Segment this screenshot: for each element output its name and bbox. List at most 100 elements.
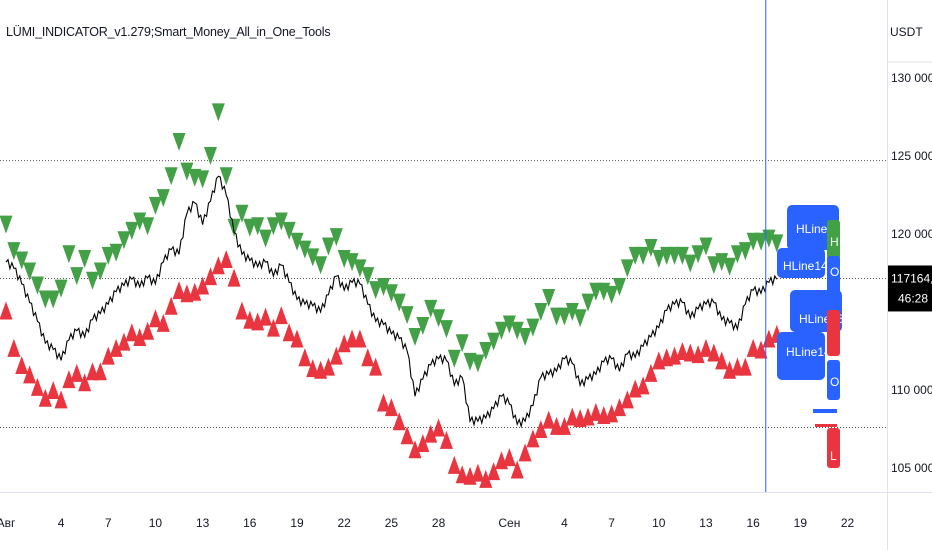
up-triangle-mark [196,276,210,295]
down-triangle-mark [164,167,178,186]
up-triangle-mark [518,443,532,462]
hline-box[interactable] [787,205,839,250]
up-triangle-mark [290,329,304,348]
up-triangle-mark [400,426,414,445]
down-triangle-mark [730,245,744,264]
hline-box[interactable] [777,248,825,278]
down-triangle-mark [526,318,540,337]
up-triangle-mark [377,393,391,412]
up-triangle-mark [565,407,579,426]
up-triangle-mark [321,357,335,376]
down-triangle-mark [62,245,76,264]
up-triangle-mark [78,373,92,392]
down-triangle-mark [172,132,186,151]
down-triangle-mark [329,228,343,247]
up-triangle-mark [219,249,233,268]
down-triangle-mark [141,217,155,236]
down-triangle-mark [78,249,92,268]
x-tick-label: 10 [652,516,666,530]
up-triangle-mark [329,346,343,365]
level-tag[interactable] [827,360,840,400]
down-triangle-mark [125,221,139,240]
up-triangle-mark [746,338,760,357]
x-tick-label: 22 [338,516,352,530]
down-triangle-mark [542,288,556,307]
x-tick-label: 10 [149,516,163,530]
down-triangle-mark [770,234,784,253]
down-triangle-mark [290,232,304,251]
down-triangle-mark [377,278,391,297]
down-triangle-mark [644,239,658,258]
y-tick-label: 120 000,0 [891,227,932,241]
down-triangle-mark [636,246,650,265]
x-tick-label: 13 [699,516,713,530]
hline-box[interactable] [777,332,825,380]
up-triangle-mark [30,377,44,396]
down-triangle-mark [518,327,532,346]
level-tag[interactable] [827,220,840,260]
up-triangle-mark [707,343,721,362]
down-triangle-mark [479,342,493,360]
up-triangle-mark [23,365,37,384]
level-tag-label: H [830,235,839,249]
up-triangle-mark [62,370,76,389]
down-triangle-mark [109,243,123,262]
down-triangle-mark [432,309,446,328]
up-triangle-mark [274,306,288,325]
up-triangle-mark [125,323,139,342]
down-triangle-mark [227,218,241,237]
down-triangle-mark [502,315,516,334]
up-triangle-mark [502,448,516,467]
up-triangle-mark [188,282,202,301]
down-triangle-mark [101,246,115,265]
down-triangle-mark [243,218,257,237]
up-triangle-mark [581,407,595,426]
down-triangle-mark [620,259,634,278]
x-tick-label: 19 [290,516,304,530]
up-triangle-mark [589,402,603,421]
down-triangle-mark [0,215,13,234]
x-tick-label: 22 [841,516,855,530]
level-tag-label: L [830,449,837,463]
up-triangle-mark [754,340,768,359]
level-tag[interactable] [827,310,840,356]
down-triangle-mark [282,221,296,240]
last-price-tag[interactable] [888,265,932,312]
down-triangle-mark [605,285,619,304]
up-triangle-mark [93,362,107,381]
down-triangle-mark [683,254,697,273]
up-triangle-mark [424,424,438,443]
up-triangle-mark [471,463,485,482]
up-triangle-mark [0,301,13,320]
hline-label: HLine14 [783,259,828,273]
level-tag-label: O [830,265,839,279]
down-triangle-mark [93,262,107,281]
down-triangle-mark [707,256,721,275]
up-triangle-mark [282,323,296,342]
level-tag[interactable] [827,256,840,296]
level-tag[interactable] [827,428,840,468]
up-triangle-mark [211,256,225,275]
x-tick-label: Сен [498,516,520,530]
up-triangle-mark [7,338,21,357]
x-tick-label: 16 [243,516,257,530]
up-triangle-mark [487,462,501,481]
down-triangle-mark [738,242,752,261]
up-triangle-mark [298,348,312,367]
up-triangle-mark [636,376,650,395]
up-triangle-mark [259,307,273,326]
currency-label[interactable]: USDT [890,25,923,39]
up-triangle-mark [38,388,52,407]
down-triangle-mark [455,334,469,353]
up-triangle-mark [432,418,446,437]
up-triangle-mark [227,268,241,287]
down-triangle-mark [384,284,398,303]
down-triangle-mark [361,267,375,286]
down-triangle-mark [416,317,430,336]
countdown-timer: 46:28 [898,291,928,305]
up-triangle-mark [683,343,697,362]
down-triangle-mark [54,279,68,298]
